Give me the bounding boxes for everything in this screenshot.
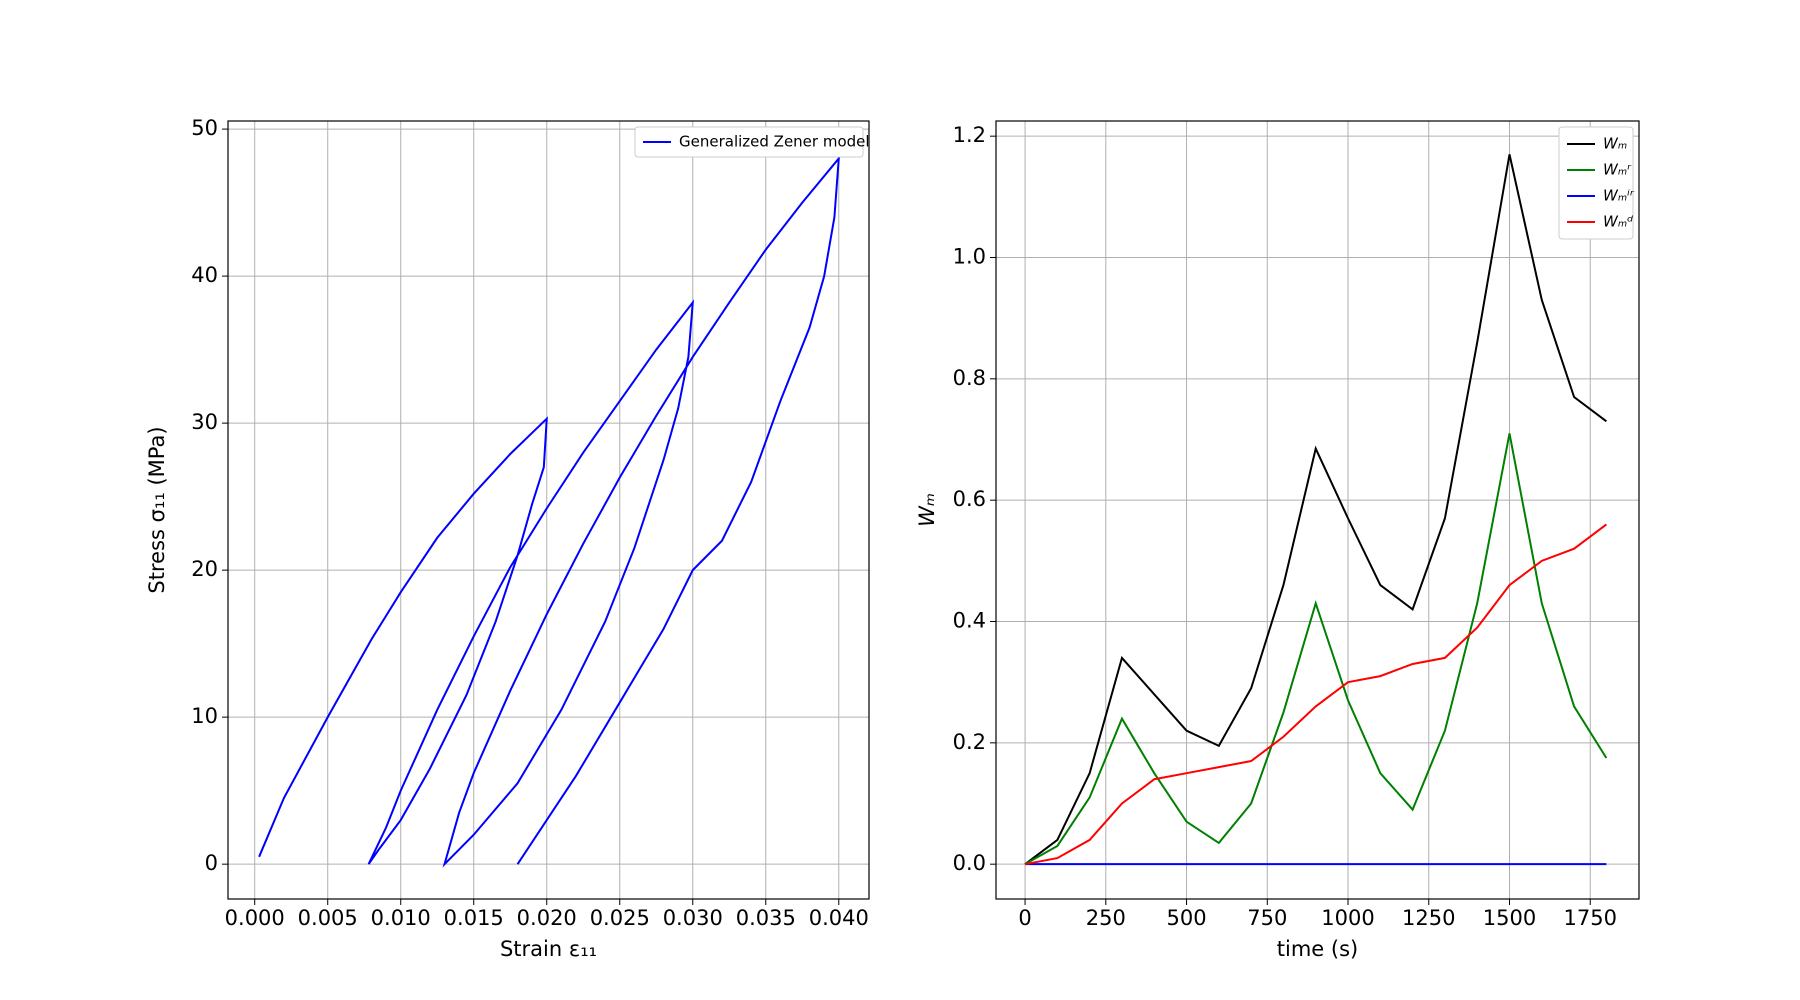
y-tick-label: 0	[205, 851, 218, 875]
x-tick-label: 0.040	[809, 906, 869, 930]
legend-label: Wₘ	[1603, 135, 1627, 153]
x-tick-label: 500	[1166, 906, 1206, 930]
y-tick-label: 1.2	[953, 123, 986, 147]
x-tick-label: 0.030	[663, 906, 723, 930]
plot-frame	[995, 120, 1640, 900]
legend-label: Wₘᵈ	[1603, 213, 1633, 231]
x-tick-label: 0.035	[736, 906, 796, 930]
x-tick-label: 0.020	[517, 906, 577, 930]
data-line	[1024, 154, 1607, 865]
data-line	[258, 155, 841, 868]
y-tick-label: 0.4	[953, 609, 986, 633]
y-axis-label: Stress σ₁₁ (MPa)	[145, 426, 169, 593]
legend-label: Generalized Zener model	[679, 133, 870, 151]
x-tick-label: 750	[1247, 906, 1287, 930]
x-axis-label: Strain ε₁₁	[500, 937, 597, 961]
y-tick-label: 1.0	[953, 245, 986, 269]
x-tick-label: 0.025	[590, 906, 650, 930]
y-tick-label: 30	[191, 410, 218, 434]
y-tick-label: 0.2	[953, 730, 986, 754]
x-tick-label: 250	[1086, 906, 1126, 930]
y-tick-label: 0.0	[953, 851, 986, 875]
data-line	[1024, 523, 1607, 866]
x-tick-label: 0.015	[444, 906, 504, 930]
y-tick-label: 40	[191, 263, 218, 287]
legend-label: Wₘⁱʳ	[1603, 187, 1635, 205]
x-tick-label: 0.005	[298, 906, 358, 930]
x-tick-label: 0.010	[371, 906, 431, 930]
x-axis-label: time (s)	[1277, 937, 1358, 961]
x-tick-label: 0.000	[225, 906, 285, 930]
plot-frame	[227, 120, 870, 900]
legend-box	[634, 126, 864, 158]
x-tick-label: 1250	[1402, 906, 1455, 930]
y-tick-label: 50	[191, 116, 218, 140]
y-tick-label: 20	[191, 557, 218, 581]
legend-label: Wₘʳ	[1603, 161, 1632, 179]
y-tick-label: 0.8	[953, 366, 986, 390]
x-tick-label: 1000	[1321, 906, 1374, 930]
data-line	[1024, 433, 1608, 866]
x-tick-label: 0	[1018, 906, 1031, 930]
x-tick-label: 1500	[1483, 906, 1536, 930]
y-tick-label: 0.6	[953, 487, 986, 511]
legend-box	[1558, 126, 1634, 240]
y-tick-label: 10	[191, 704, 218, 728]
y-axis-label: Wₘ	[915, 493, 939, 527]
x-tick-label: 1750	[1564, 906, 1617, 930]
